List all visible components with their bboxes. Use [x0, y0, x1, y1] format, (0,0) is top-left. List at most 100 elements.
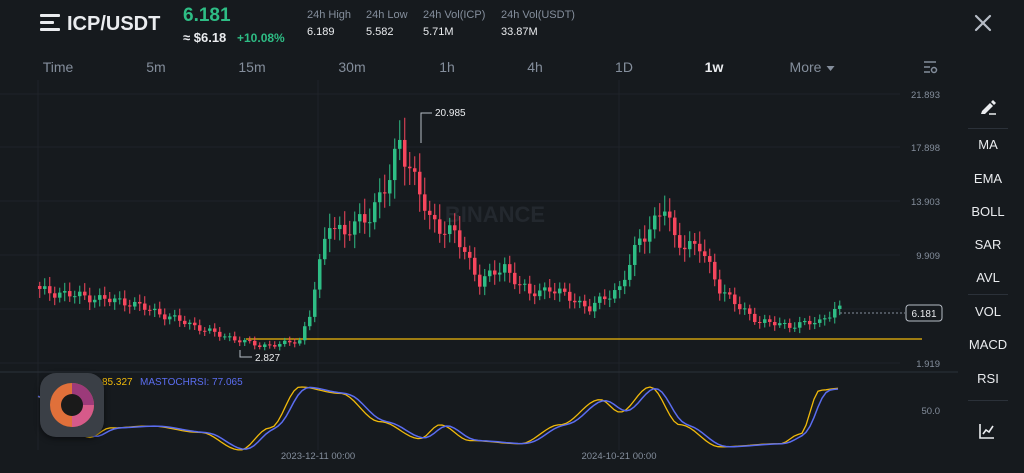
chart-type-icon[interactable]	[978, 422, 996, 440]
candle	[458, 230, 462, 248]
tab-1d[interactable]: 1D	[615, 59, 633, 75]
draw-tool-icon[interactable]	[978, 96, 998, 116]
candle	[608, 298, 612, 300]
stat-label: 24h High	[307, 9, 352, 21]
candle	[478, 274, 482, 287]
candle	[673, 217, 677, 236]
candle	[498, 272, 502, 275]
candle	[818, 319, 822, 323]
candle	[193, 322, 197, 326]
candle	[128, 305, 132, 307]
hamburger-menu-icon[interactable]	[40, 14, 60, 32]
app-logo-overlay[interactable]	[40, 373, 104, 437]
indicator-macd[interactable]: MACD	[968, 337, 1008, 352]
candle	[268, 344, 272, 346]
tab-time[interactable]: Time	[42, 59, 74, 75]
indicator-boll[interactable]: BOLL	[971, 204, 1005, 219]
price-axis-label: 1.919	[916, 359, 940, 370]
candle	[573, 300, 577, 303]
price-axis-label: 9.909	[916, 251, 940, 262]
candle	[513, 272, 517, 285]
indicator-sar[interactable]: SAR	[974, 237, 1002, 252]
sidebar-divider	[968, 400, 1008, 401]
candle	[618, 286, 622, 291]
candle	[248, 340, 252, 342]
stochrsi-d-line	[37, 386, 839, 450]
pair-title[interactable]: ICP/USDT	[67, 13, 161, 35]
candle	[548, 287, 552, 292]
candle	[273, 345, 277, 347]
candle	[443, 233, 447, 235]
candle	[538, 290, 542, 297]
candle	[653, 215, 657, 230]
candle	[568, 291, 572, 301]
candle	[823, 318, 827, 320]
stat-value: 33.87M	[501, 26, 538, 38]
candle	[773, 321, 777, 326]
candle	[48, 286, 52, 294]
tab-1w[interactable]: 1w	[704, 59, 724, 75]
candle	[368, 222, 372, 224]
candle	[348, 234, 352, 236]
candle	[713, 261, 717, 280]
candle	[413, 168, 417, 172]
candle	[588, 306, 592, 312]
chevron-down-icon	[826, 65, 835, 71]
candle	[338, 224, 342, 230]
stat-label: 24h Vol(USDT)	[501, 9, 575, 21]
tab-4h[interactable]: 4h	[527, 59, 543, 75]
candle	[208, 328, 212, 331]
price-chart[interactable]: BINANCE 6.181 20.985 2.827 21.893 17.898…	[0, 80, 958, 473]
candle	[633, 244, 637, 265]
candle	[553, 291, 557, 294]
candle	[648, 229, 652, 242]
candle	[468, 251, 472, 258]
candle	[483, 276, 487, 287]
candle	[688, 241, 692, 250]
candle	[658, 215, 662, 217]
chart-settings-icon[interactable]	[922, 59, 938, 75]
indicator-ema[interactable]: EMA	[973, 171, 1003, 186]
candle	[73, 296, 77, 298]
candle	[598, 296, 602, 303]
candle	[703, 251, 707, 257]
tab-15m[interactable]: 15m	[238, 59, 266, 75]
tab-30m[interactable]: 30m	[338, 59, 366, 75]
candle	[748, 308, 752, 314]
candle	[213, 328, 217, 332]
tab-more[interactable]: More	[790, 59, 835, 75]
close-icon[interactable]	[972, 12, 994, 34]
candle	[638, 238, 642, 245]
candle	[43, 286, 47, 289]
candle	[143, 303, 147, 310]
candle	[253, 340, 257, 346]
candle	[433, 214, 437, 220]
candle	[118, 298, 122, 300]
candle	[733, 294, 737, 305]
price-axis-label: 13.903	[911, 197, 940, 208]
candle	[98, 295, 102, 300]
candle	[63, 291, 67, 293]
indicator-rsi[interactable]: RSI	[977, 371, 999, 386]
candle	[803, 320, 807, 323]
candle	[358, 214, 362, 222]
indicator-vol[interactable]: VOL	[974, 304, 1001, 319]
indicator-ma[interactable]: MA	[978, 137, 998, 152]
candle	[278, 344, 282, 347]
tab-1h[interactable]: 1h	[439, 59, 455, 75]
tab-5m[interactable]: 5m	[146, 59, 166, 75]
candle	[303, 326, 307, 341]
candle	[218, 331, 222, 337]
indicator-avl[interactable]: AVL	[976, 270, 1000, 285]
candle	[828, 317, 832, 319]
candle	[288, 340, 292, 343]
candle	[668, 211, 672, 218]
candle	[283, 340, 287, 345]
candle	[323, 238, 327, 260]
candle	[373, 202, 377, 223]
date-axis-label: 2024-10-21 00:00	[581, 451, 656, 462]
candle	[408, 166, 412, 169]
candle	[388, 180, 392, 194]
candle	[178, 315, 182, 321]
candle	[518, 284, 522, 286]
